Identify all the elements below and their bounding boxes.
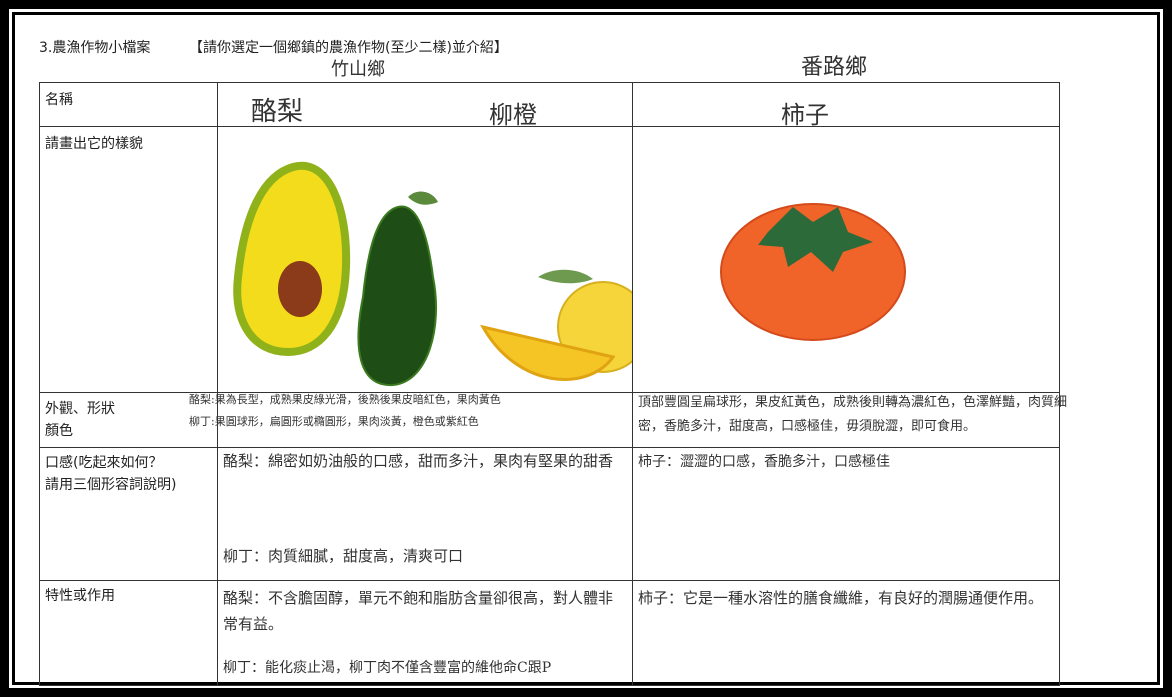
township: 竹山鄉 [331, 59, 385, 80]
avocado-whole [357, 205, 437, 387]
table-border [39, 392, 1060, 393]
section-title: 3.農漁作物小檔案 [39, 40, 151, 56]
crop-name: 酪梨 [251, 97, 304, 127]
table-border [39, 685, 1060, 686]
avocado-pit [278, 261, 322, 317]
cell-text: 柳丁：能化痰止渴，柳丁肉不僅含豐富的維他命C跟P [223, 660, 552, 676]
table-border [217, 82, 218, 686]
leaf [408, 191, 438, 205]
leaf [538, 269, 593, 284]
crop-name: 柿子 [781, 101, 829, 129]
orange-slice [480, 324, 616, 381]
instruction: 【請你選定一個鄉鎮的農漁作物(至少二樣)並介紹】 [189, 40, 508, 56]
row-label: 外觀、形狀 顏色 [45, 401, 115, 439]
row-label: 特性或作用 [45, 588, 115, 604]
table-border [39, 447, 1060, 448]
cell-text: 柿子：它是一種水溶性的膳食纖維，有良好的潤腸通便作用。 [638, 589, 1044, 607]
calyx [758, 207, 873, 272]
drawing [720, 203, 906, 341]
cell-text: 酪梨:果為長型，成熟果皮綠光滑，後熟後果皮暗紅色，果肉黃色 [189, 393, 501, 406]
township: 番路鄉 [801, 55, 868, 80]
row-label: 口感(吃起來如何？ 請用三個形容詞說明) [45, 455, 177, 493]
drawing [233, 161, 632, 387]
avocado-half [233, 161, 351, 357]
cell-text: 酪梨：綿密如奶油般的口感，甜而多汁，果肉有堅果的甜香 [223, 452, 614, 470]
cell-text: 柿子：澀澀的口感，香脆多汁，口感極佳 [638, 454, 890, 470]
cell-text: 柳丁：肉質細膩，甜度高，清爽可口 [223, 547, 464, 565]
table-border [632, 82, 633, 686]
table-border [1059, 82, 1060, 686]
crop-name: 柳橙 [489, 101, 537, 129]
table-border [39, 82, 1060, 83]
row-label: 請畫出它的樣貌 [45, 136, 143, 152]
table-border [39, 82, 40, 686]
cell-text: 頂部豐圓呈扁球形，果皮紅黃色，成熟後則轉為濃紅色，色澤鮮豔，肉質細密，香脆多汁，… [638, 395, 1068, 434]
row-label: 名稱 [45, 92, 73, 108]
table-border [39, 580, 1060, 581]
table-border [39, 126, 1060, 127]
cell-text: 柳丁:果圓球形，扁圓形或橢圓形，果肉淡黃，橙色或紫紅色 [189, 415, 479, 428]
cell-text: 酪梨：不含膽固醇，單元不飽和脂肪含量卻很高，對人體非常有益。 [223, 589, 614, 633]
worksheet: 3.農漁作物小檔案 【請你選定一個鄉鎮的農漁作物(至少二樣)並介紹】 竹山鄉 番… [9, 9, 1163, 688]
